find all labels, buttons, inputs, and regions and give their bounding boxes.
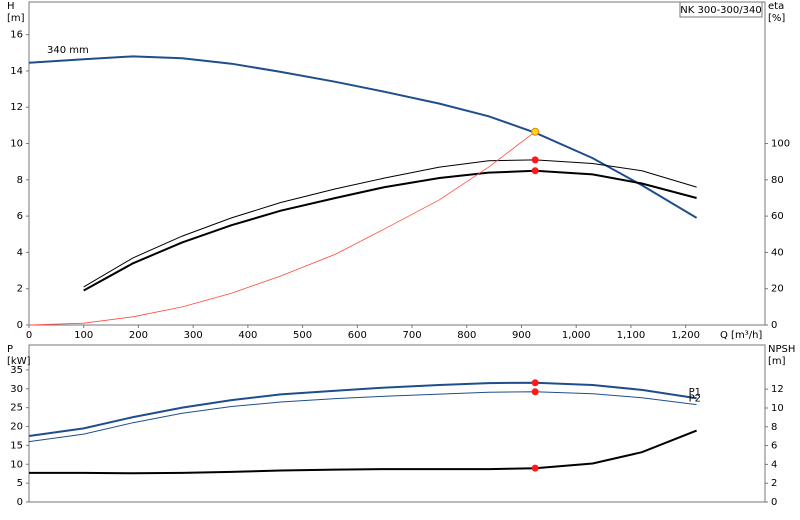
- y2-tick-label: 100: [771, 139, 790, 150]
- y-tick-label: 15: [10, 440, 23, 451]
- x-axis-label: Q [m³/h]: [720, 330, 762, 341]
- y-tick-label: 25: [10, 403, 23, 414]
- y2-axis-label: NPSH: [768, 344, 795, 355]
- duty-point: [531, 127, 540, 136]
- y2-axis-label: [m]: [768, 356, 786, 367]
- duty-point: [531, 464, 539, 472]
- x-tick-label: 200: [129, 330, 148, 341]
- y-tick-label: 4: [17, 247, 23, 258]
- curve: [83, 159, 697, 288]
- y2-tick-label: 12: [771, 384, 784, 395]
- y-tick-label: 30: [10, 384, 23, 395]
- y2-tick-label: 40: [771, 247, 784, 258]
- y-tick-label: 10: [10, 139, 23, 150]
- x-tick-label: 100: [74, 330, 93, 341]
- y-tick-label: 6: [17, 211, 23, 222]
- y2-tick-label: 60: [771, 211, 784, 222]
- curve-label: P2: [689, 394, 701, 405]
- y-tick-label: 0: [17, 497, 23, 508]
- x-tick-label: 800: [457, 330, 476, 341]
- x-tick-label: 600: [348, 330, 367, 341]
- y-tick-label: 16: [10, 30, 23, 41]
- y2-tick-label: 8: [771, 422, 777, 433]
- x-tick-label: 1,200: [671, 330, 700, 341]
- y-tick-label: 5: [17, 478, 23, 489]
- y-tick-label: 2: [17, 284, 23, 295]
- duty-point: [531, 388, 539, 396]
- plot-frame: [28, 344, 766, 503]
- x-tick-label: 400: [238, 330, 257, 341]
- y2-tick-label: 20: [771, 284, 784, 295]
- title-box: [679, 1, 763, 18]
- y-tick-label: 12: [10, 102, 23, 113]
- duty-point: [531, 379, 539, 387]
- y-tick-label: 35: [10, 365, 23, 376]
- y2-tick-label: 10: [771, 403, 784, 414]
- y-tick-label: 10: [10, 459, 23, 470]
- y-axis-label: [m]: [7, 13, 25, 24]
- y2-tick-label: 2: [771, 478, 777, 489]
- x-tick-label: 900: [512, 330, 531, 341]
- curve: [83, 169, 697, 292]
- y-tick-label: 0: [17, 320, 23, 331]
- chart-title: NK 300-300/340: [680, 5, 761, 16]
- y-axis-label: P: [7, 344, 13, 355]
- y2-axis-label: [%]: [768, 13, 785, 24]
- x-tick-label: 500: [293, 330, 312, 341]
- y2-tick-label: 4: [771, 459, 777, 470]
- y-tick-label: 8: [17, 175, 23, 186]
- x-tick-label: 700: [403, 330, 422, 341]
- x-tick-label: 1,100: [617, 330, 646, 341]
- y2-tick-label: 6: [771, 441, 777, 452]
- curve: [28, 55, 698, 219]
- curve: [28, 391, 697, 443]
- curve-label: 340 mm: [47, 45, 89, 56]
- duty-point: [531, 156, 539, 164]
- plot-frame: [28, 1, 766, 326]
- curve: [28, 381, 697, 437]
- y2-tick-label: 0: [771, 497, 777, 508]
- y-tick-label: 20: [10, 422, 23, 433]
- y2-tick-label: 80: [771, 175, 784, 186]
- y2-tick-label: 0: [771, 320, 777, 331]
- curve-label: P1: [689, 387, 701, 398]
- curve: [28, 131, 536, 326]
- y-tick-label: 14: [10, 66, 23, 77]
- y2-axis-label: eta: [768, 1, 784, 12]
- x-tick-label: 1,000: [562, 330, 591, 341]
- duty-point: [531, 167, 539, 175]
- y-axis-label: [kW]: [7, 356, 31, 367]
- x-tick-label: 300: [184, 330, 203, 341]
- x-tick-label: 0: [26, 330, 32, 341]
- curve: [29, 429, 697, 475]
- y-axis-label: H: [7, 1, 15, 12]
